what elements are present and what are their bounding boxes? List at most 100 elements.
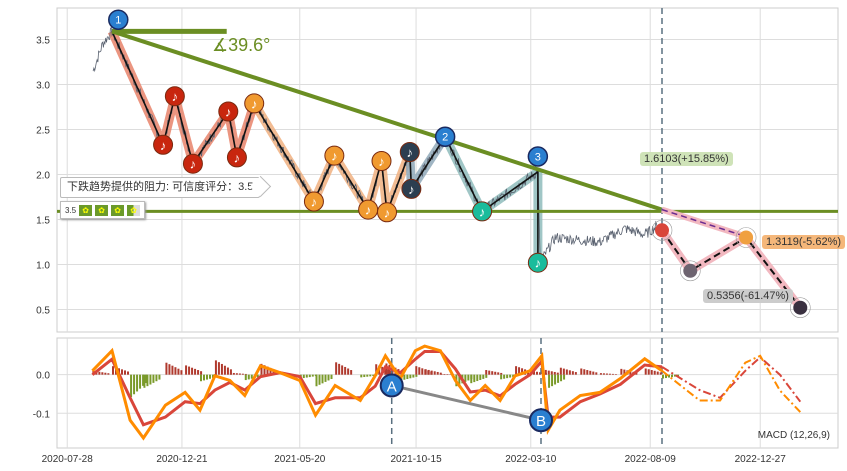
macd-histogram-bar xyxy=(305,374,308,378)
macd-histogram-bar xyxy=(341,365,344,375)
forecast-ring xyxy=(679,260,701,282)
y-tick-label: 2.5 xyxy=(36,126,50,137)
y-tick-label: 3.5 xyxy=(36,36,50,47)
macd-histogram-bar xyxy=(620,368,623,375)
forecast-ring xyxy=(789,297,811,319)
macd-histogram-bar xyxy=(574,372,577,375)
forecast-upper-line xyxy=(661,208,747,238)
divergence-line xyxy=(391,384,542,422)
macd-histogram-bar xyxy=(177,368,180,375)
macd-histogram-bar xyxy=(180,370,183,375)
macd-histogram-bar xyxy=(512,374,515,377)
macd-histogram-bar xyxy=(548,374,551,388)
music-note-icon: ♪ xyxy=(234,150,241,165)
music-note-marker xyxy=(303,191,324,212)
macd-histogram-bar xyxy=(557,374,560,383)
macd-histogram-bar xyxy=(232,372,235,375)
downtrend-line xyxy=(111,29,663,212)
macd-histogram-bar xyxy=(384,368,387,375)
macd-histogram-bar xyxy=(203,374,205,381)
macd-histogram-bar xyxy=(350,370,353,375)
macd-histogram-bar xyxy=(385,363,388,375)
macd-histogram-bar xyxy=(223,365,226,375)
macd-histogram-bar xyxy=(171,365,174,375)
macd-histogram-bar xyxy=(406,374,409,380)
macd-histogram-bar xyxy=(421,368,424,375)
macd-histogram-bar xyxy=(403,374,406,380)
macd-histogram-bar xyxy=(415,374,418,377)
forecast-point xyxy=(655,223,669,238)
macd-histogram-bar xyxy=(521,368,524,375)
macd-histogram-bar xyxy=(509,374,512,378)
pivot-number-marker xyxy=(108,9,129,30)
x-tick-label: 2020-12-21 xyxy=(156,454,208,465)
music-note-marker xyxy=(399,142,420,162)
macd-histogram-bar xyxy=(580,368,583,375)
macd-histogram-bar xyxy=(503,374,506,379)
macd-histogram-bar xyxy=(533,371,535,375)
macd-histogram-bar xyxy=(256,374,259,378)
macd-histogram-bar xyxy=(539,372,541,375)
macd-histogram-bar xyxy=(629,371,632,375)
macd-histogram-bar xyxy=(470,374,473,384)
macd-histogram-bar xyxy=(644,368,647,375)
forecast-label-high: 1.6103(+15.85%) xyxy=(640,152,733,166)
x-tick-label: 2022-08-09 xyxy=(625,454,677,465)
macd-histogram-bar xyxy=(302,374,305,379)
macd-histogram-bar xyxy=(500,372,503,375)
macd-histogram-bar xyxy=(366,374,369,377)
macd-histogram-bar xyxy=(608,373,611,375)
macd-histogram-bar xyxy=(568,370,571,375)
macd-histogram-bar xyxy=(212,374,214,378)
macd-histogram-bar xyxy=(412,374,415,378)
macd-histogram-bar xyxy=(330,374,333,380)
macd-histogram-bar xyxy=(583,369,586,375)
macd-histogram-bar xyxy=(605,373,608,375)
music-note-marker xyxy=(153,134,174,155)
divergence-marker xyxy=(529,408,553,433)
music-note-marker xyxy=(401,178,422,199)
music-note-icon: ♪ xyxy=(535,256,542,271)
macd-histogram-bar xyxy=(107,373,110,375)
macd-histogram-bar xyxy=(145,374,148,384)
music-note-icon: ♪ xyxy=(378,154,385,169)
macd-histogram-bar xyxy=(430,370,433,375)
macd-histogram-bar xyxy=(662,374,664,379)
macd-histogram-bar xyxy=(427,369,430,375)
macd-histogram-bar xyxy=(387,369,390,375)
pivot-number-marker xyxy=(527,146,549,167)
macd-histogram-bar xyxy=(560,374,563,382)
macd-histogram-bar xyxy=(602,373,605,375)
music-note-icon: ♪ xyxy=(408,182,415,197)
macd-histogram-bar xyxy=(185,365,188,375)
macd-histogram-bar xyxy=(565,369,568,375)
macd-y-tick-label: -0.1 xyxy=(33,409,51,420)
macd-forecast-line xyxy=(661,354,802,413)
macd-histogram-bar xyxy=(315,374,318,387)
macd-histogram-bar xyxy=(235,373,238,375)
macd-histogram-bar xyxy=(464,374,467,382)
macd-histogram-bar xyxy=(324,374,327,382)
macd-histogram-bar xyxy=(206,374,208,380)
music-note-marker xyxy=(244,93,265,114)
price-panel xyxy=(56,7,839,333)
macd-histogram-bar xyxy=(209,374,211,379)
macd-histogram-bar xyxy=(188,366,191,375)
x-tick-label: 2022-12-27 xyxy=(735,454,787,465)
macd-histogram-bar xyxy=(200,374,202,382)
macd-histogram-bar xyxy=(494,371,497,375)
macd-histogram-bar xyxy=(563,374,566,380)
macd-histogram-bar xyxy=(121,369,123,375)
forecast-point xyxy=(739,230,754,245)
macd-histogram-bar xyxy=(415,366,418,375)
y-tick-label: 0.5 xyxy=(36,306,50,317)
macd-histogram-bar xyxy=(241,373,244,375)
macd-histogram-bar xyxy=(98,371,101,375)
macd-histogram-bar xyxy=(647,369,650,375)
macd-histogram-bar xyxy=(372,374,375,377)
music-note-icon: ♪ xyxy=(172,89,179,104)
signal-forecast-line xyxy=(661,355,802,403)
pivot-number-marker xyxy=(434,126,456,147)
macd-histogram-bar xyxy=(668,374,670,378)
